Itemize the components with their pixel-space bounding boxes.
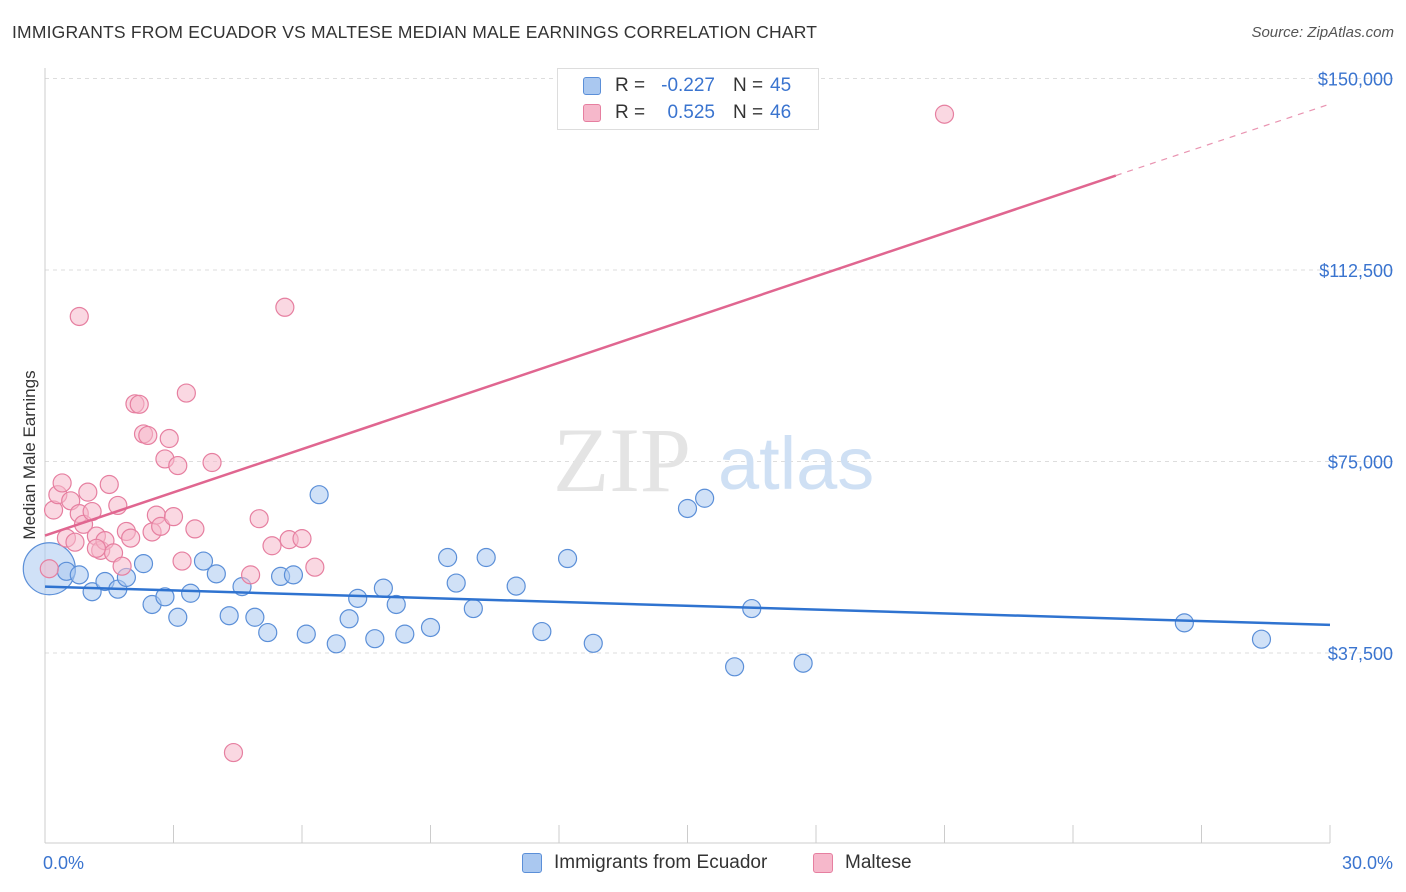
maltese-point: [305, 557, 325, 577]
ecuador-point: [532, 621, 552, 642]
maltese-point: [52, 473, 72, 493]
maltese-point: [163, 507, 184, 527]
axis-labels: $37,500 $75,000 $112,500 $150,000 0.0% 30.0% M…: [20, 70, 1393, 874]
y-tick-label: $150,000: [1318, 70, 1393, 90]
legend-n-label: N =: [733, 102, 764, 123]
maltese-point: [99, 474, 119, 495]
ecuador-point: [365, 629, 385, 649]
bottom-legend-label-ecuador: Immigrants from Ecuador: [554, 852, 768, 873]
legend-n-label: N =: [733, 75, 764, 96]
maltese-point: [159, 428, 179, 449]
ecuador-point: [463, 598, 483, 619]
watermark-zip: ZIP: [553, 409, 691, 511]
ecuador-point: [420, 617, 441, 638]
ecuador-point: [245, 607, 265, 627]
ecuador-point: [1251, 629, 1272, 649]
source-credit: Source: ZipAtlas.com: [1251, 24, 1394, 41]
x-tick-label: 0.0%: [43, 853, 84, 873]
x-tick-label: 30.0%: [1342, 853, 1393, 873]
maltese-point: [223, 742, 244, 763]
maltese-point: [934, 104, 955, 124]
ecuador-point: [181, 583, 201, 603]
data-points: [22, 104, 1272, 763]
maltese-point: [129, 394, 149, 414]
ecuador-point: [557, 548, 578, 569]
maltese-point: [39, 559, 59, 579]
ecuador-point: [326, 634, 346, 654]
bottom-legend-swatch-ecuador: [522, 853, 542, 873]
ecuador-point: [283, 565, 304, 585]
ecuador-point: [793, 653, 813, 673]
maltese-point: [185, 519, 205, 539]
ecuador-point: [373, 578, 393, 598]
maltese-point: [112, 556, 132, 576]
maltese-point: [292, 529, 312, 549]
maltese-point: [65, 532, 85, 552]
maltese-point: [262, 536, 282, 556]
ecuador-point: [339, 609, 359, 629]
ecuador-point: [677, 498, 698, 519]
ecuador-point: [168, 607, 188, 627]
legend-swatch-ecuador: [583, 77, 601, 95]
maltese-point: [86, 538, 107, 558]
ecuador-point: [476, 547, 496, 568]
legend-r-value: 0.525: [667, 102, 715, 123]
maltese-trend-line-extension: [1115, 103, 1331, 177]
ecuador-point: [695, 488, 715, 508]
maltese-point: [176, 383, 196, 403]
legend-n-value: 46: [770, 102, 792, 123]
bottom-legend-label-maltese: Maltese: [845, 852, 912, 873]
ecuador-point: [133, 554, 154, 574]
watermark: ZIP atlas: [553, 409, 874, 511]
ecuador-point: [309, 485, 329, 505]
maltese-point: [168, 455, 188, 476]
axes: [44, 68, 1331, 844]
ecuador-point: [193, 551, 214, 571]
legend-r-label: R =: [615, 102, 646, 123]
maltese-point: [275, 297, 295, 317]
y-tick-label: $75,000: [1328, 453, 1393, 473]
ecuador-point: [583, 633, 603, 653]
legend-n-value: 45: [770, 75, 792, 96]
ecuador-point: [446, 573, 466, 593]
ecuador-trend-line: [44, 585, 1331, 627]
ecuador-point: [438, 547, 458, 568]
maltese-point: [151, 516, 171, 536]
maltese-point: [172, 551, 192, 571]
bottom-legend-swatch-maltese: [813, 853, 833, 873]
ecuador-point: [296, 624, 316, 644]
ecuador-point: [1174, 613, 1194, 633]
maltese-point: [241, 565, 261, 585]
y-tick-label: $37,500: [1328, 644, 1393, 664]
ecuador-point: [395, 624, 415, 644]
maltese-point: [138, 425, 158, 446]
maltese-point: [121, 528, 141, 548]
legend-r-value: -0.227: [661, 75, 715, 96]
ecuador-point: [155, 587, 175, 607]
y-axis-title: Median Male Earnings: [20, 370, 39, 539]
ecuador-point: [258, 622, 278, 643]
ecuador-point: [725, 657, 745, 677]
maltese-trend-line: [44, 174, 1117, 537]
ecuador-point: [348, 588, 368, 608]
ecuador-point: [506, 576, 526, 596]
maltese-point: [249, 509, 269, 529]
y-tick-label: $112,500: [1319, 261, 1393, 281]
chart-title: IMMIGRANTS FROM ECUADOR VS MALTESE MEDIA…: [12, 22, 818, 42]
ecuador-point: [206, 564, 226, 584]
stats-legend: R = -0.227 N = 45 R = 0.525 N = 46: [557, 68, 819, 130]
ecuador-point: [69, 565, 89, 585]
watermark-atlas: atlas: [718, 422, 874, 505]
maltese-point: [202, 452, 222, 473]
maltese-point: [69, 306, 89, 327]
maltese-point: [78, 482, 98, 502]
ecuador-point: [386, 594, 406, 615]
trend-lines: [44, 103, 1331, 627]
legend-r-label: R =: [615, 75, 646, 96]
legend-swatch-maltese: [583, 104, 601, 122]
ecuador-point: [219, 606, 239, 626]
